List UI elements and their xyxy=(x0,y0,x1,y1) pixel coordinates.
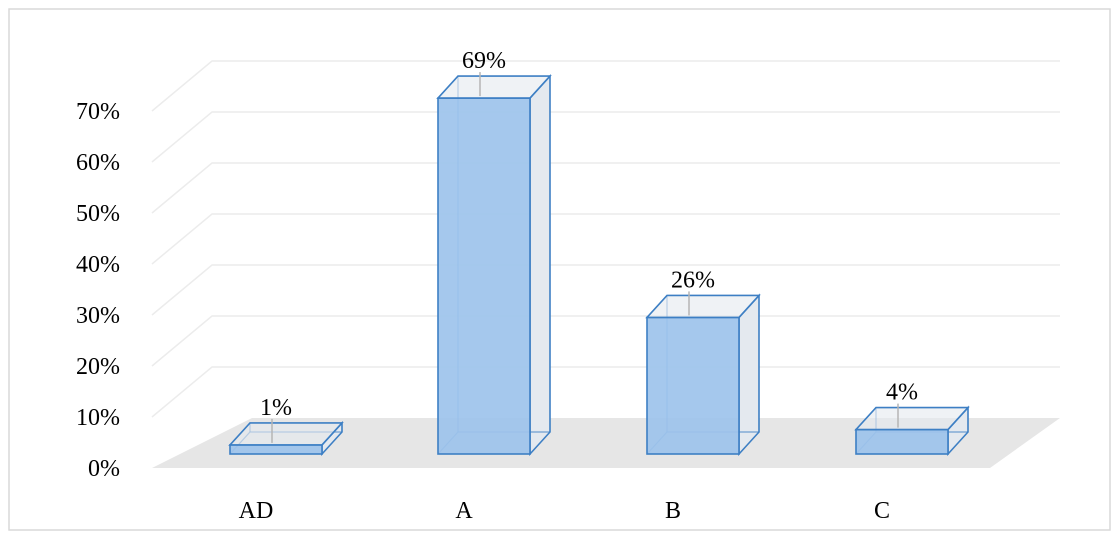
y-tick-label: 0% xyxy=(88,456,120,482)
bar-front xyxy=(437,97,531,455)
bar-side xyxy=(738,293,760,457)
bar-top xyxy=(854,406,970,431)
x-tick-label-b: B xyxy=(665,498,681,524)
data-label-c: 4% xyxy=(886,380,918,406)
x-tick-label-a: A xyxy=(455,498,473,524)
bar-c xyxy=(854,403,970,457)
bar-front xyxy=(855,428,949,455)
y-tick-label: 60% xyxy=(76,150,120,176)
y-tick-label: 20% xyxy=(76,354,120,380)
bar-b xyxy=(645,291,761,457)
data-label-b: 26% xyxy=(671,267,715,293)
data-labels: 1% 69% 26% 4% xyxy=(260,48,918,421)
bar-top xyxy=(228,422,344,446)
y-tick-label: 70% xyxy=(76,99,120,125)
bar-front xyxy=(646,316,740,455)
y-tick-label: 40% xyxy=(76,252,120,278)
chart-floor xyxy=(152,418,1060,468)
gridline xyxy=(151,213,1060,265)
x-tick-label-ad: AD xyxy=(239,498,274,524)
x-tick-label-c: C xyxy=(874,498,890,524)
gridline xyxy=(151,111,1060,163)
y-tick-label: 10% xyxy=(76,405,120,431)
y-tick-label: 30% xyxy=(76,303,120,329)
bar-top xyxy=(645,294,761,319)
bar-a xyxy=(436,72,552,457)
gridline xyxy=(151,315,1060,367)
bar-front xyxy=(229,444,323,455)
gridline xyxy=(151,162,1060,214)
bar-top xyxy=(436,75,552,99)
data-label-ad: 1% xyxy=(260,395,292,421)
bar-side xyxy=(529,74,551,457)
gridline xyxy=(151,264,1060,316)
bars xyxy=(228,72,970,457)
floor-plane xyxy=(152,418,1060,468)
bar-ad xyxy=(228,418,344,457)
gridline xyxy=(151,60,1060,112)
y-tick-label: 50% xyxy=(76,201,120,227)
gridline xyxy=(151,366,1060,418)
data-label-a: 69% xyxy=(462,48,506,74)
x-axis: AD A B C xyxy=(239,498,890,524)
y-axis: 0% 10% 20% 30% 40% 50% 60% 70% xyxy=(76,99,120,482)
gridlines xyxy=(151,60,1060,418)
